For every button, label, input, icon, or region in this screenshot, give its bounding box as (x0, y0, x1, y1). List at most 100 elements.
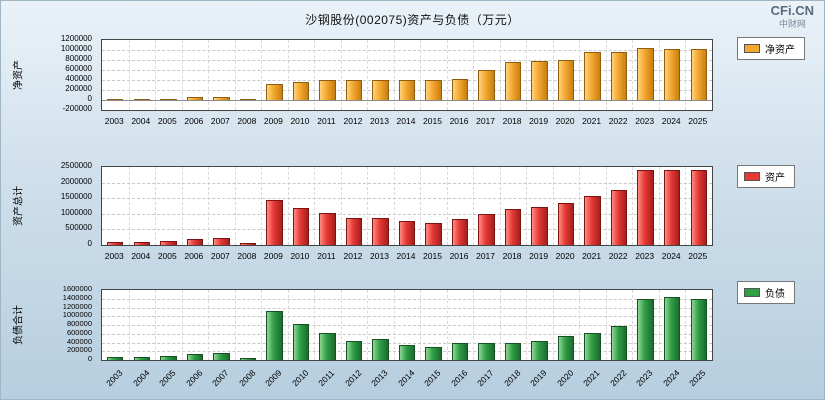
vertical-gridline (446, 167, 448, 245)
legend-swatch (744, 288, 760, 297)
vertical-gridline (340, 167, 342, 245)
bar-2019 (531, 61, 548, 100)
x-tick-label: 2023 (635, 251, 655, 261)
y-tick-label: 1400000 (62, 292, 92, 302)
vertical-gridline (552, 40, 554, 110)
legend-label: 净资产 (765, 45, 795, 56)
horizontal-gridline (102, 213, 712, 215)
vertical-gridline (261, 167, 263, 245)
x-tick-label: 2017 (475, 367, 496, 389)
bar-2025 (690, 170, 707, 245)
plot-area (101, 39, 713, 111)
bar-2012 (345, 80, 363, 100)
x-tick-label: 2017 (476, 116, 496, 126)
vertical-gridline (181, 167, 183, 245)
x-tick-label: 2025 (688, 116, 708, 126)
bar-2008 (239, 99, 257, 101)
vertical-gridline (393, 40, 395, 110)
bar-2011 (319, 332, 336, 360)
bar-2007 (213, 238, 230, 245)
horizontal-gridline (102, 325, 712, 326)
x-tick-label: 2015 (423, 116, 442, 126)
bar-2009 (266, 311, 283, 360)
bar-2021 (584, 52, 601, 100)
vertical-gridline (658, 40, 660, 110)
horizontal-gridline (102, 342, 712, 344)
bar-2004 (133, 356, 150, 360)
bar-2013 (372, 339, 389, 360)
horizontal-gridline (102, 307, 712, 309)
bar-2019 (531, 341, 548, 360)
x-tick-label: 2004 (130, 367, 151, 389)
bar-2022 (610, 51, 628, 100)
x-tick-label: 2010 (290, 116, 310, 126)
x-tick-label: 2019 (528, 367, 549, 389)
x-tick-label: 2021 (582, 116, 602, 126)
zero-line (102, 100, 712, 101)
x-tick-label: 2006 (183, 367, 205, 389)
x-tick-label: 2014 (396, 116, 416, 126)
x-tick-label: 2014 (395, 367, 417, 389)
bar-2022 (610, 326, 628, 360)
x-tick-label: 2005 (157, 251, 177, 261)
x-tick-label: 2010 (290, 251, 310, 261)
legend: 资产 (737, 165, 795, 188)
y-tick-label: 400000 (65, 74, 92, 83)
x-tick-label: 2007 (210, 367, 231, 389)
vertical-gridline (685, 40, 687, 110)
bar-2020 (557, 60, 575, 100)
x-tick-label: 2007 (210, 116, 230, 126)
bar-2007 (213, 97, 230, 100)
x-tick-label: 2024 (661, 251, 681, 261)
bar-2014 (398, 220, 416, 245)
x-tick-label: 2016 (449, 251, 469, 261)
horizontal-gridline (102, 182, 712, 184)
legend-swatch (744, 172, 760, 181)
y-tick-label: 0 (87, 94, 92, 103)
vertical-gridline (128, 167, 130, 245)
vertical-gridline (605, 167, 607, 245)
horizontal-gridline (102, 316, 712, 318)
y-tick-label: 200000 (65, 84, 92, 93)
y-tick-label: 200000 (66, 345, 92, 355)
vertical-gridline (526, 40, 528, 110)
bar-2011 (319, 213, 336, 245)
horizontal-gridline (102, 50, 712, 51)
vertical-gridline (499, 40, 501, 110)
total-liabilities-chart: 负债合计 1600000 1400000 1200000 1000000 800000 6… (1, 277, 824, 399)
bar-2016 (451, 343, 469, 360)
bar-2022 (610, 190, 628, 245)
vertical-gridline (261, 40, 263, 110)
bar-2024 (664, 49, 681, 100)
vertical-gridline (632, 40, 634, 110)
x-tick-label: 2013 (370, 251, 389, 261)
x-tick-label: 2021 (582, 251, 602, 261)
x-tick-label: 2007 (210, 251, 230, 261)
x-tick-label: 2018 (501, 367, 523, 389)
bar-2008 (239, 357, 257, 360)
horizontal-gridline (102, 298, 712, 300)
y-tick-label: 1500000 (60, 192, 92, 202)
x-tick-label: 2011 (316, 368, 337, 389)
bar-2007 (213, 353, 230, 360)
bar-2005 (160, 355, 177, 360)
bar-2010 (292, 207, 310, 245)
y-tick-label: 600000 (66, 327, 92, 337)
bar-2005 (160, 98, 177, 100)
cfi-logo: CFi.CN 中财网 (771, 3, 814, 29)
x-tick-label: 2003 (104, 367, 125, 389)
vertical-gridline (552, 167, 554, 245)
y-tick-label: 500000 (65, 223, 92, 233)
x-axis-labels: 2003 2004 2005 2006 2007 2008 2009 2010 2011 2012… (101, 365, 713, 397)
x-tick-label: 2012 (343, 251, 363, 261)
vertical-gridline (499, 167, 501, 245)
bar-2018 (504, 342, 522, 360)
horizontal-gridline (102, 60, 712, 61)
x-tick-label: 2020 (555, 116, 575, 126)
y-tick-label: 1200000 (60, 34, 92, 43)
bar-2003 (107, 357, 124, 360)
bar-2013 (372, 217, 389, 245)
x-tick-label: 2024 (661, 116, 681, 126)
legend-swatch (744, 44, 760, 53)
bar-2006 (186, 239, 204, 245)
